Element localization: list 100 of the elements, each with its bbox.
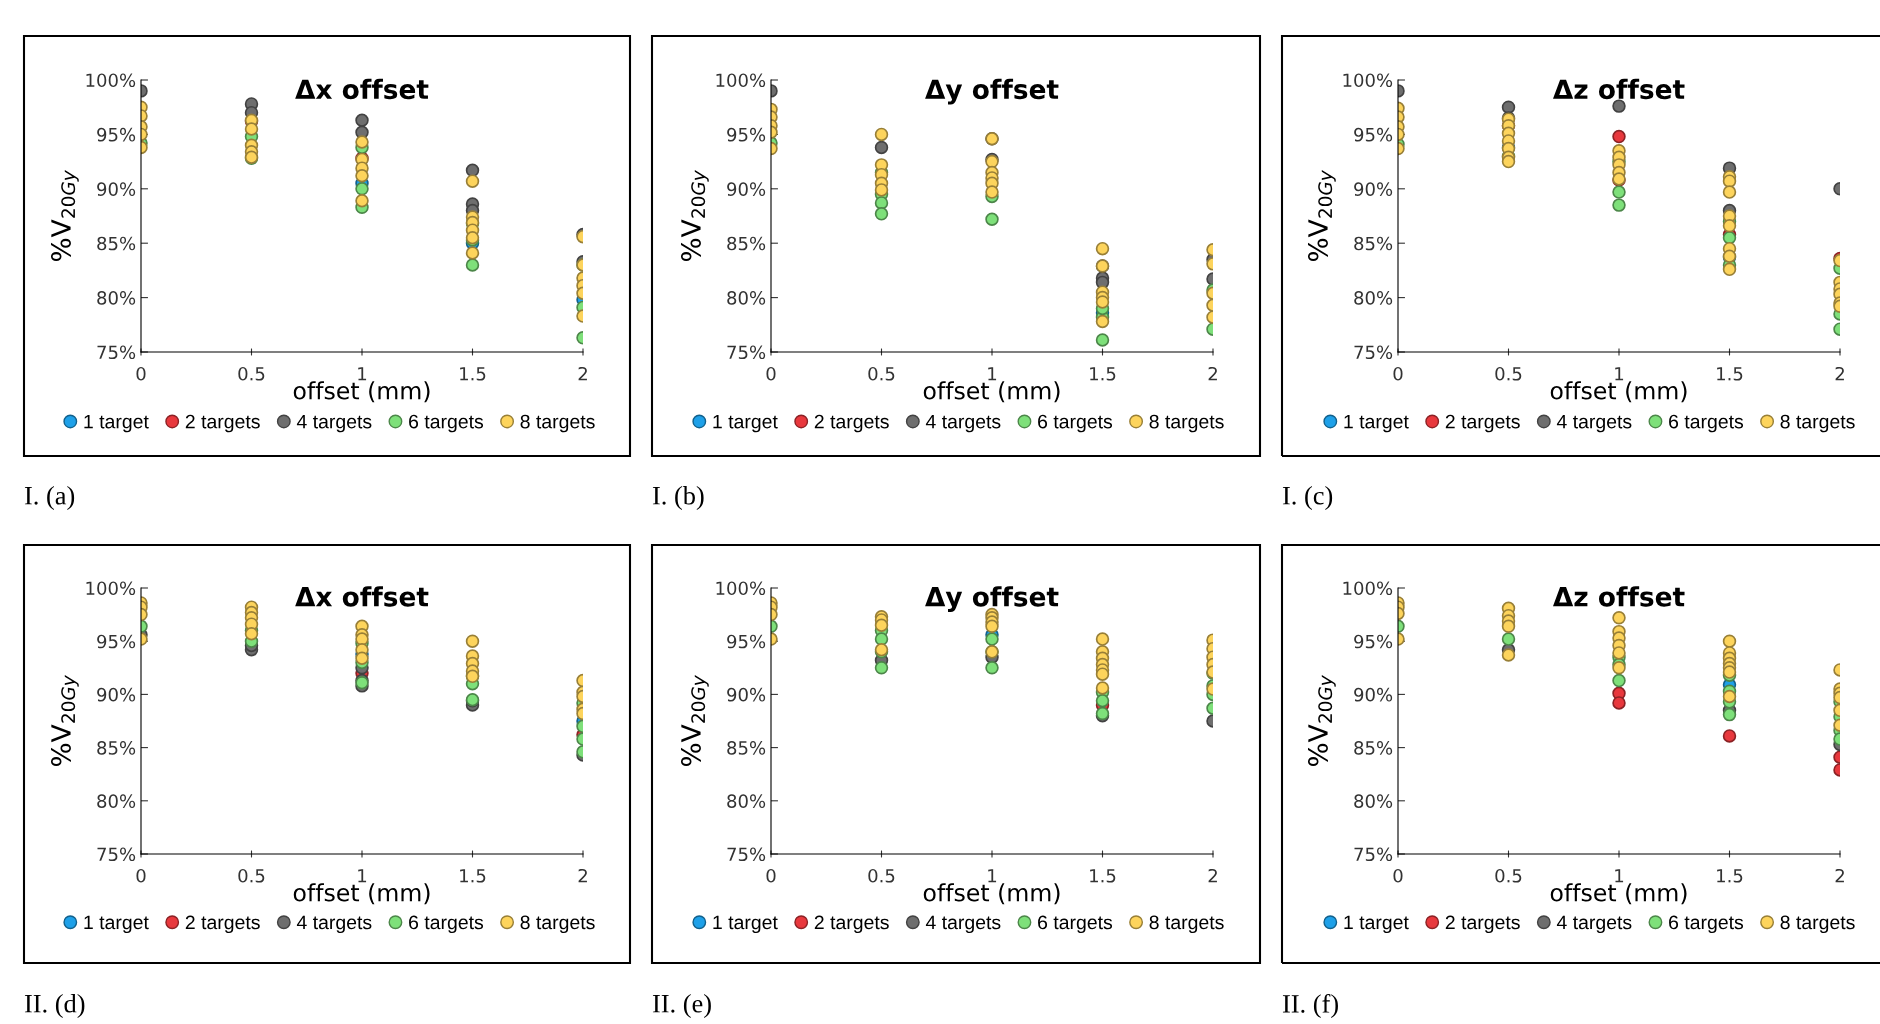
legend-label: 2 targets [185, 414, 260, 433]
y-tick-label: 90% [97, 687, 136, 702]
legend-label: 1 target [713, 915, 778, 934]
text: I. (b) [652, 486, 704, 510]
chart-title: Δy offset [925, 586, 1059, 612]
y-tick-label: 75% [97, 345, 136, 360]
x-tick-label: 2 [1835, 366, 1844, 381]
y-tick-label: 95% [1354, 634, 1393, 649]
y-axis-title: %V$_{20Gy}$ [50, 170, 79, 261]
x-tick-label: 1.5 [460, 869, 486, 883]
legend-label: 8 targets [1780, 414, 1855, 433]
x-tick-label: 1.5 [460, 367, 486, 381]
x-tick-label: 1 [988, 367, 997, 381]
x-tick-label: 0 [1393, 868, 1403, 883]
x-tick-label: 0.5 [868, 868, 895, 883]
y-tick-label: 100% [86, 581, 136, 596]
legend-label: 4 targets [296, 414, 372, 433]
text: II. (f) [1282, 993, 1338, 1019]
x-tick-label: 0.5 [868, 366, 895, 381]
legend-label: 2 targets [185, 915, 260, 934]
y-tick-label: 80% [1354, 291, 1393, 305]
y-tick-label: 75% [1354, 345, 1393, 360]
x-tick-label: 2 [1208, 868, 1217, 883]
y-tick-label: 85% [727, 236, 766, 251]
legend-label: 4 targets [925, 414, 1001, 433]
x-tick-label: 2 [1208, 366, 1217, 381]
legend-label: 6 targets [409, 915, 484, 934]
legend-label: 4 targets [1556, 915, 1632, 934]
y-tick-label: 95% [727, 634, 766, 649]
y-tick-label: 85% [1354, 236, 1393, 251]
x-tick-label: 0.5 [238, 366, 265, 381]
y-axis-title: %V$_{20Gy}$ [1307, 675, 1336, 766]
y-axis-title: %V$_{20Gy}$ [1307, 170, 1336, 261]
chart-title: Δz offset [1552, 586, 1685, 607]
text: II. (e) [652, 994, 711, 1018]
y-tick-label: 75% [727, 847, 766, 862]
legend-label: 2 targets [1445, 414, 1520, 433]
y-tick-label: 75% [727, 345, 766, 360]
x-axis-title: offset (mm) [293, 381, 430, 403]
x-tick-label: 2 [1835, 868, 1844, 883]
y-tick-label: 85% [1354, 741, 1393, 755]
chart-title: Δy offset [925, 78, 1059, 105]
legend-label: 6 targets [409, 414, 484, 433]
y-tick-label: 85% [97, 236, 136, 251]
y-tick-label: 80% [727, 291, 766, 305]
y-tick-label: 95% [97, 634, 136, 649]
legend-label: 8 targets [1780, 915, 1855, 934]
x-tick-label: 0 [766, 868, 776, 883]
x-tick-label: 1 [358, 869, 367, 883]
legend-label: 1 target [1344, 915, 1409, 934]
legend-label: 1 target [1344, 414, 1409, 433]
y-tick-label: 85% [97, 741, 136, 755]
x-tick-label: 2 [578, 868, 587, 883]
chart-title: Δz offset [1552, 78, 1685, 100]
legend-label: 1 target [84, 414, 149, 433]
chart-title: Δx offset [295, 78, 429, 100]
x-tick-label: 1.5 [1717, 869, 1743, 883]
legend-label: 8 targets [1149, 414, 1224, 433]
legend-label: 4 targets [296, 915, 372, 934]
y-tick-label: 80% [97, 794, 136, 808]
y-tick-label: 100% [716, 73, 766, 88]
x-tick-label: 0 [136, 868, 146, 883]
x-axis-title: offset (mm) [923, 381, 1060, 403]
y-tick-label: 75% [1354, 847, 1393, 862]
x-tick-label: 1 [1615, 367, 1624, 381]
y-tick-label: 90% [97, 182, 136, 196]
x-tick-label: 1.5 [1090, 367, 1116, 381]
text: I. (a) [24, 486, 75, 510]
legend-label: 6 targets [1669, 915, 1744, 934]
y-tick-label: 95% [727, 127, 766, 142]
text: II. (d) [24, 994, 85, 1018]
y-tick-label: 80% [1354, 794, 1393, 808]
x-tick-label: 1 [988, 869, 997, 883]
x-axis-title: offset (mm) [293, 883, 430, 905]
x-tick-label: 0.5 [238, 868, 265, 883]
legend-label: 4 targets [1556, 414, 1632, 433]
legend-label: 1 target [713, 414, 778, 433]
legend-label: 2 targets [1445, 915, 1520, 934]
x-tick-label: 0 [1393, 366, 1403, 381]
y-tick-label: 75% [97, 847, 136, 862]
x-tick-label: 1.5 [1090, 869, 1116, 883]
legend-label: 8 targets [520, 414, 595, 433]
x-tick-label: 0.5 [1495, 868, 1522, 883]
y-tick-label: 100% [716, 581, 766, 596]
y-tick-label: 90% [727, 687, 766, 702]
x-tick-label: 0 [766, 366, 776, 381]
legend-label: 1 target [84, 915, 149, 934]
legend-label: 2 targets [814, 414, 889, 433]
y-axis-title: %V$_{20Gy}$ [680, 170, 709, 261]
x-tick-label: 1 [1615, 869, 1624, 883]
y-tick-label: 100% [1343, 581, 1393, 596]
legend-label: 2 targets [814, 915, 889, 934]
y-tick-label: 95% [97, 127, 136, 142]
y-axis-title: %V$_{20Gy}$ [680, 675, 709, 766]
legend-label: 8 targets [1149, 915, 1224, 934]
x-axis-title: offset (mm) [923, 883, 1060, 905]
y-tick-label: 85% [727, 741, 766, 755]
y-tick-label: 100% [86, 73, 136, 88]
y-tick-label: 90% [727, 182, 766, 196]
legend-label: 6 targets [1038, 414, 1113, 433]
